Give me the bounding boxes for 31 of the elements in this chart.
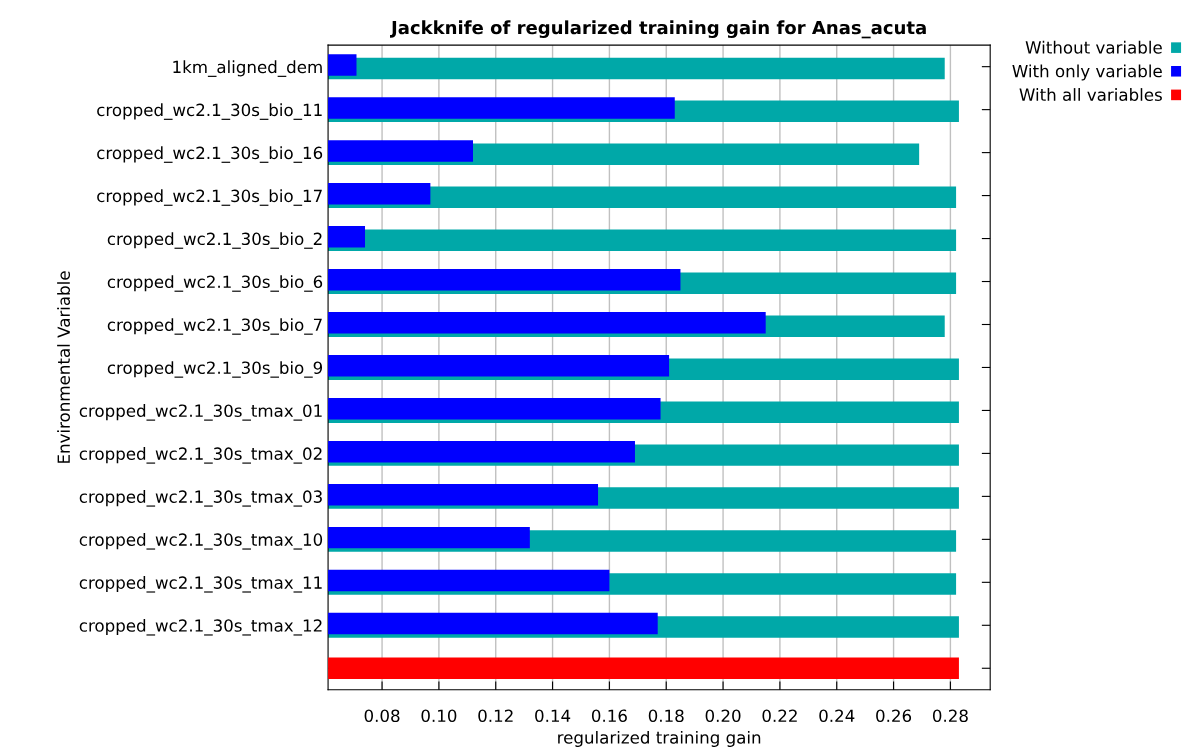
y-tick-label: cropped_wc2.1_30s_tmax_10: [79, 533, 323, 550]
y-tick-label: cropped_wc2.1_30s_tmax_11: [79, 575, 322, 593]
y-tick-label: cropped_wc2.1_30s_tmax_02: [79, 447, 322, 464]
x-tick-label: 0.14: [535, 709, 571, 723]
x-tick-label: 0.10: [421, 709, 457, 723]
legend-label: Without variable: [1025, 40, 1162, 54]
x-tick-label: 0.20: [705, 709, 741, 723]
legend-label: With only variable: [1012, 64, 1162, 81]
y-tick-label: cropped_wc2.1_30s_bio_6: [107, 275, 323, 292]
y-tick-label: cropped_wc2.1_30s_bio_16: [97, 146, 323, 163]
y-axis-title: Environmental Variable: [57, 271, 71, 463]
y-tick-label: cropped_wc2.1_30s_tmax_03: [79, 490, 322, 507]
y-tick-label: 1km_aligned_dem: [173, 60, 322, 77]
x-tick-label: 0.08: [364, 709, 400, 723]
x-tick-label: 0.24: [819, 709, 855, 723]
x-tick-label: 0.16: [591, 709, 627, 723]
y-tick-label: cropped_wc2.1_30s_tmax_01: [79, 404, 322, 421]
legend-label: With all variables: [1019, 88, 1162, 101]
x-tick-label: 0.12: [478, 709, 513, 723]
x-tick-label: 0.28: [932, 709, 968, 723]
y-tick-label: cropped_wc2.1_30s_bio_17: [97, 189, 322, 206]
y-tick-label: cropped_wc2.1_30s_bio_9: [107, 361, 323, 378]
y-tick-label: cropped_wc2.1_30s_bio_7: [107, 318, 322, 335]
y-tick-label: cropped_wc2.1_30s_bio_2: [107, 232, 322, 249]
x-tick-label: 0.22: [762, 709, 797, 723]
x-tick-label: 0.18: [648, 709, 684, 723]
y-tick-label: cropped_wc2.1_30s_tmax_12: [79, 618, 322, 636]
x-tick-label: 0.26: [876, 709, 912, 723]
x-axis-title: regularized training gain: [558, 730, 761, 748]
y-tick-label: cropped_wc2.1_30s_bio_11: [97, 103, 322, 120]
chart-title: Jackknife of regularized training gain for Anas_acuta: [390, 20, 926, 39]
